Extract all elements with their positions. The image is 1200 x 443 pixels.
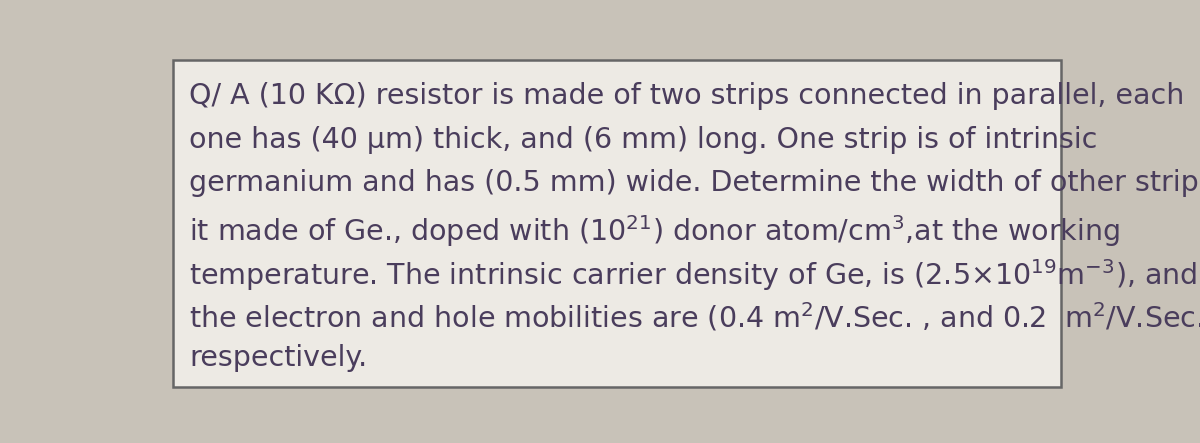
Text: Q/ A (10 KΩ) resistor is made of two strips connected in parallel, each: Q/ A (10 KΩ) resistor is made of two str… <box>190 82 1184 110</box>
Text: it made of Ge., doped with (10$^{21}$) donor atom/cm$^3$,at the working: it made of Ge., doped with (10$^{21}$) d… <box>190 213 1120 249</box>
Text: temperature. The intrinsic carrier density of Ge, is (2.5×10$^{19}$m$^{-3}$), an: temperature. The intrinsic carrier densi… <box>190 257 1198 293</box>
Text: the electron and hole mobilities are (0.4 m$^2$/V.Sec. , and 0.2  m$^2$/V.Sec.): the electron and hole mobilities are (0.… <box>190 300 1200 334</box>
Text: respectively.: respectively. <box>190 344 367 372</box>
Text: germanium and has (0.5 mm) wide. Determine the width of other strip if: germanium and has (0.5 mm) wide. Determi… <box>190 170 1200 198</box>
Text: one has (40 μm) thick, and (6 mm) long. One strip is of intrinsic: one has (40 μm) thick, and (6 mm) long. … <box>190 126 1098 154</box>
FancyBboxPatch shape <box>173 60 1062 388</box>
